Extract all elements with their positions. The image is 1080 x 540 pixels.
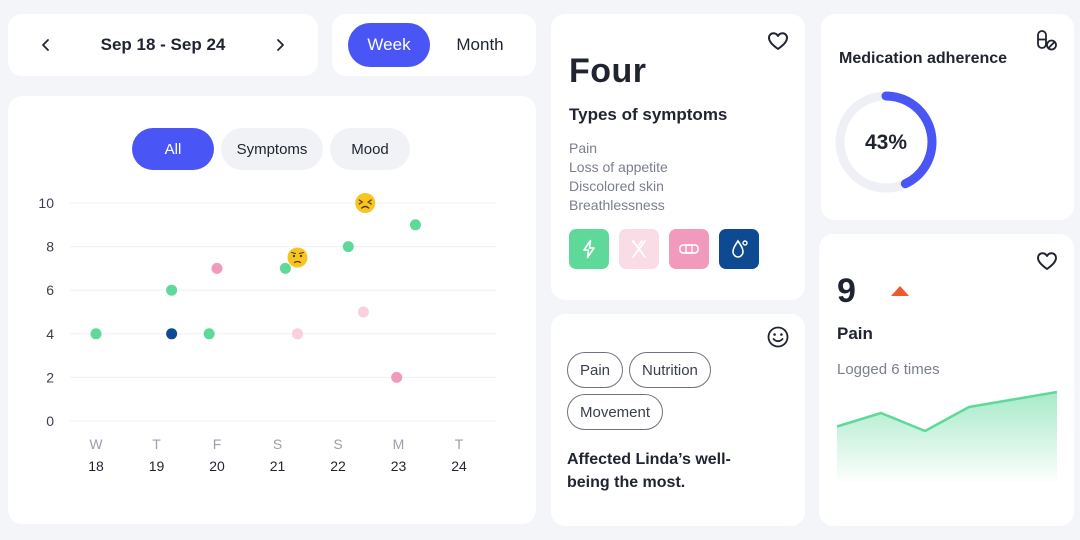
list-item: Loss of appetite	[569, 159, 668, 175]
data-point	[90, 328, 102, 340]
pain-count: 9	[837, 272, 856, 310]
x-tick-date: 22	[330, 458, 346, 474]
date-range-selector: Sep 18 - Sep 24	[8, 14, 318, 76]
list-item: Discolored skin	[569, 178, 664, 194]
adherence-percent: 43%	[865, 131, 907, 154]
pain-logged-count: Logged 6 times	[837, 361, 940, 378]
medication-title: Medication adherence	[839, 50, 1008, 67]
medication-adherence-card: Medication adherence 43%	[821, 14, 1074, 220]
impact-description: Affected Linda’s well-being the most.	[567, 451, 731, 491]
tag-nutrition[interactable]: Nutrition	[629, 352, 711, 388]
date-range-label: Sep 18 - Sep 24	[100, 35, 226, 54]
smiley-icon[interactable]	[765, 324, 791, 350]
filter-symptoms-button[interactable]: Symptoms	[221, 128, 323, 170]
adherence-progress-arc	[835, 91, 937, 193]
y-tick-label: 4	[46, 326, 54, 342]
worried-face-icon	[287, 247, 308, 268]
week-button[interactable]: Week	[348, 23, 430, 67]
data-point	[203, 328, 215, 340]
y-tick-label: 10	[38, 195, 54, 211]
symptom-icon-row	[569, 229, 787, 269]
month-button[interactable]: Month	[456, 35, 504, 54]
symptom-chart-card: All Symptoms Mood 0 2 4 6 8 10 W 18 T 19 F 20 S 21 S 22…	[8, 96, 536, 524]
sparkline-line	[836, 390, 1058, 433]
data-point	[166, 328, 178, 340]
x-tick-date: 18	[88, 458, 104, 474]
data-point	[357, 306, 369, 318]
y-tick-label: 8	[46, 239, 54, 255]
heart-icon[interactable]	[1034, 248, 1060, 274]
wellbeing-impact-card: Pain Nutrition Movement Affected Linda’s…	[551, 314, 805, 526]
sparkline-area	[837, 392, 1057, 484]
symptom-types-subtitle: Types of symptoms	[569, 105, 728, 124]
tag-pain[interactable]: Pain	[567, 352, 624, 388]
tired-face-icon	[355, 193, 376, 213]
period-toggle: Week Month	[332, 14, 536, 76]
pain-trend-sparkline	[836, 390, 1058, 484]
x-tick-day: W	[89, 436, 103, 452]
chevron-left-icon[interactable]	[34, 33, 58, 57]
symptom-types-list: Pain Loss of appetite Discolored skin Br…	[569, 139, 787, 215]
tag-movement[interactable]: Movement	[567, 394, 664, 430]
lightning-icon[interactable]	[569, 229, 609, 269]
adherence-ring: 43%	[835, 91, 937, 193]
data-point	[409, 219, 421, 231]
data-point	[166, 284, 178, 296]
list-item: Pain	[569, 140, 598, 156]
pain-summary-card: 9 Pain Logged 6 times	[819, 234, 1074, 526]
x-tick-day: S	[273, 436, 282, 452]
trend-up-icon	[891, 286, 909, 296]
fork-knife-icon[interactable]	[619, 229, 659, 269]
data-point	[279, 262, 291, 274]
x-tick-date: 20	[209, 458, 225, 474]
list-item: Breathlessness	[569, 197, 665, 213]
y-tick-label: 2	[46, 369, 54, 385]
x-tick-date: 23	[391, 458, 407, 474]
pill-icon[interactable]	[1034, 28, 1060, 54]
symptom-count: Four	[569, 52, 647, 90]
y-tick-label: 0	[46, 413, 54, 429]
x-tick-date: 19	[149, 458, 165, 474]
x-tick-date: 24	[451, 458, 467, 474]
data-point	[391, 371, 403, 383]
chevron-right-icon[interactable]	[268, 33, 292, 57]
heart-icon[interactable]	[765, 28, 791, 54]
x-tick-day: F	[213, 436, 222, 452]
x-tick-date: 21	[270, 458, 286, 474]
x-tick-day: S	[333, 436, 342, 452]
data-point	[211, 262, 223, 274]
x-tick-day: T	[152, 436, 161, 452]
drop-icon[interactable]	[719, 229, 759, 269]
y-tick-label: 6	[46, 282, 54, 298]
data-point	[291, 328, 303, 340]
symptom-types-card: Four Types of symptoms Pain Loss of appe…	[551, 14, 805, 300]
data-point	[342, 241, 354, 253]
filter-all-button[interactable]: All	[132, 128, 214, 170]
filter-mood-button[interactable]: Mood	[330, 128, 410, 170]
x-tick-day: M	[393, 436, 405, 452]
bandage-icon[interactable]	[669, 229, 709, 269]
pain-label: Pain	[837, 324, 873, 343]
impact-tags: Pain Nutrition Movement	[567, 352, 737, 430]
x-tick-day: T	[455, 436, 464, 452]
